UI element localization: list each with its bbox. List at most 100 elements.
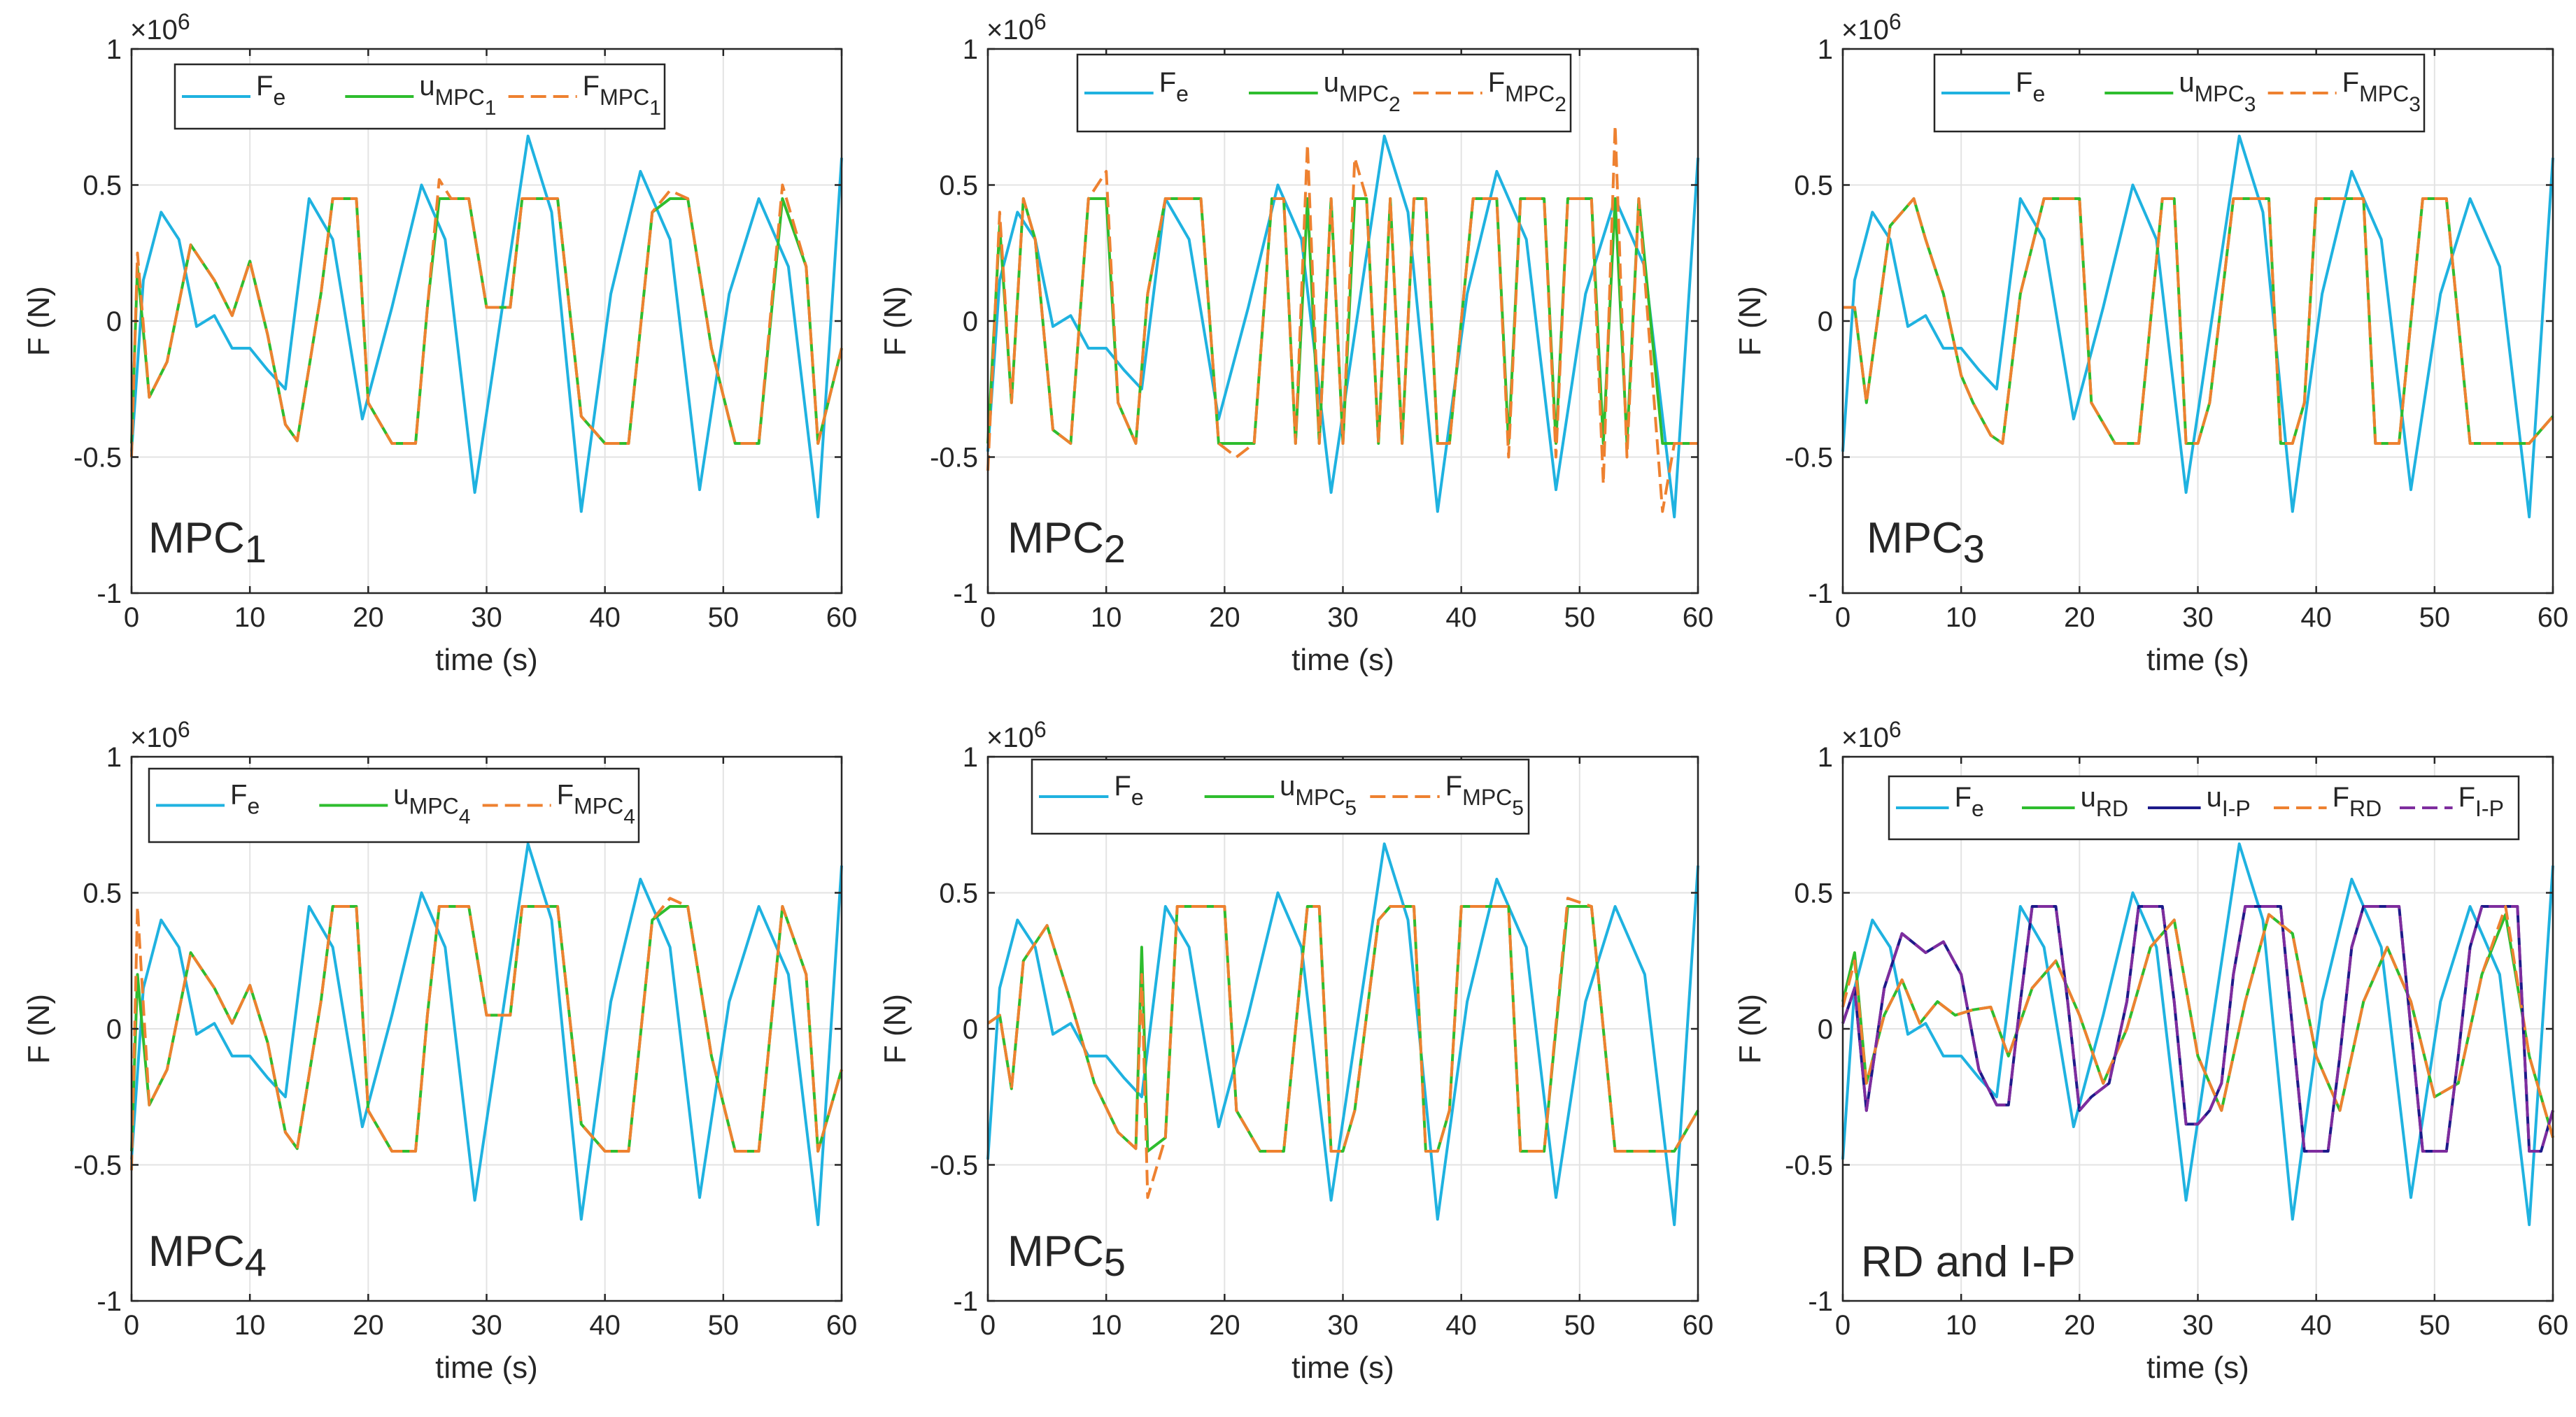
subplot-6: 0 10 20 30 40 50 60 -1 -0.5 0 0.5 1 ×106 time (s) F (N… [1733, 717, 2568, 1385]
x-tick-label: 50 [2419, 602, 2451, 633]
series-line-Fe [1841, 842, 2554, 1227]
y-tick-label: 0.5 [83, 171, 122, 201]
exponent-power: 6 [1889, 717, 1902, 742]
legend-subscript-2: 2 [1389, 93, 1401, 116]
y-tick-label: 1 [1818, 742, 1833, 773]
y-tick-label: 1 [963, 34, 978, 65]
legend-subscript-2: 4 [459, 806, 471, 829]
x-tick-label: 0 [124, 1310, 139, 1341]
panel-annotation-subscript: 3 [1963, 527, 1985, 571]
exponent-power: 6 [178, 717, 190, 742]
x-tick-label: 0 [124, 602, 139, 633]
y-tick-label: 0.5 [939, 171, 978, 201]
x-tick-label: 20 [353, 1310, 384, 1341]
legend-subscript: MPC [1339, 81, 1389, 106]
subplot-4: 0 10 20 30 40 50 60 -1 -0.5 0 0.5 1 ×106 time (s) F (N… [22, 717, 857, 1385]
exponent-power: 6 [1034, 717, 1047, 742]
x-tick-label: 60 [826, 602, 858, 633]
x-axis-label: time (s) [1291, 1351, 1394, 1385]
x-axis-label: time (s) [435, 643, 538, 677]
panel-annotation: MPC5 [1007, 1227, 1126, 1284]
legend-subscript: e [1972, 796, 1984, 821]
x-tick-label: 20 [1209, 602, 1240, 633]
exponent-label: ×106 [1841, 717, 1902, 753]
legend-subscript: e [273, 85, 285, 110]
subplot-3: 0 10 20 30 40 50 60 -1 -0.5 0 0.5 1 ×106 time (s) F (N… [1733, 9, 2568, 677]
panel-annotation-subscript: 1 [245, 527, 267, 571]
y-tick-label: 1 [106, 742, 122, 773]
legend-subscript: MPC [435, 85, 485, 110]
x-tick-label: 60 [2538, 602, 2569, 633]
legend-subscript: MPC [1462, 785, 1512, 810]
legend-subscript: RD [2349, 796, 2382, 821]
x-tick-label: 40 [2300, 602, 2332, 633]
legend-subscript: I-P [2475, 796, 2504, 821]
subplot-5: 0 10 20 30 40 50 60 -1 -0.5 0 0.5 1 ×106 time (s) F (N… [878, 717, 1713, 1385]
exponent-power: 6 [1889, 9, 1902, 34]
y-tick-label: 0.5 [939, 878, 978, 909]
y-tick-label: -1 [953, 578, 978, 609]
x-tick-label: 10 [1946, 602, 1977, 633]
y-tick-label: -1 [953, 1286, 978, 1317]
legend-subscript: MPC [600, 85, 649, 110]
x-tick-label: 20 [353, 602, 384, 633]
legend-box [174, 63, 666, 130]
y-axis-label: F (N) [878, 286, 912, 356]
x-axis-label: time (s) [2146, 643, 2249, 677]
y-tick-label: 1 [1818, 34, 1833, 65]
y-tick-label: 0.5 [83, 878, 122, 909]
panel-annotation: MPC4 [148, 1227, 267, 1284]
legend-box [1933, 53, 2426, 133]
x-tick-label: 40 [1445, 1310, 1477, 1341]
y-tick-label: 0 [963, 1014, 978, 1045]
series-line-Fe [986, 134, 1699, 519]
x-tick-label: 50 [708, 602, 739, 633]
legend-subscript-2: 1 [649, 97, 661, 120]
x-tick-label: 30 [2182, 602, 2214, 633]
x-axis-label: time (s) [2146, 1351, 2249, 1385]
x-tick-label: 30 [471, 602, 502, 633]
y-axis-label: F (N) [878, 994, 912, 1064]
exponent-label: ×106 [130, 9, 190, 45]
panel-annotation-subscript: 2 [1104, 527, 1126, 571]
panel-annotation-subscript: 4 [245, 1240, 267, 1284]
exponent-label: ×106 [986, 717, 1047, 753]
x-tick-label: 40 [2300, 1310, 2332, 1341]
legend-subscript: MPC [2195, 81, 2244, 106]
legend-subscript-2: 4 [623, 806, 635, 829]
series-line-Fe [1841, 134, 2554, 519]
legend-subscript-2: 3 [2409, 93, 2421, 116]
legend-subscript-2: 2 [1555, 93, 1566, 116]
legend-subscript: MPC [2359, 81, 2409, 106]
x-tick-label: 50 [1564, 602, 1596, 633]
x-tick-label: 0 [1835, 1310, 1850, 1341]
series-line-Fe [986, 842, 1699, 1227]
y-tick-label: 1 [963, 742, 978, 773]
y-tick-label: -0.5 [73, 443, 122, 473]
x-tick-label: 60 [1683, 1310, 1714, 1341]
y-axis-label: F (N) [22, 994, 56, 1064]
legend-subscript: RD [2096, 796, 2128, 821]
subplot-1: 0 10 20 30 40 50 60 -1 -0.5 0 0.5 1 ×106 time (s) F (N… [22, 9, 857, 677]
exponent-power: 6 [1034, 9, 1047, 34]
exponent-power: 6 [178, 9, 190, 34]
y-tick-label: -1 [1808, 1286, 1833, 1317]
x-tick-label: 60 [826, 1310, 858, 1341]
y-axis-label: F (N) [1733, 994, 1767, 1064]
x-tick-label: 10 [1946, 1310, 1977, 1341]
legend-subscript: MPC [1295, 785, 1345, 810]
legend-subscript-2: 5 [1512, 797, 1524, 820]
legend-subscript: MPC [1505, 81, 1555, 106]
legend-subscript: e [1131, 785, 1144, 810]
x-tick-label: 20 [2064, 1310, 2095, 1341]
legend-subscript-2: 1 [485, 97, 497, 120]
x-tick-label: 50 [708, 1310, 739, 1341]
y-tick-label: -1 [97, 578, 122, 609]
series-line-FI-P [1841, 905, 2554, 1153]
legend-box [1076, 53, 1572, 133]
